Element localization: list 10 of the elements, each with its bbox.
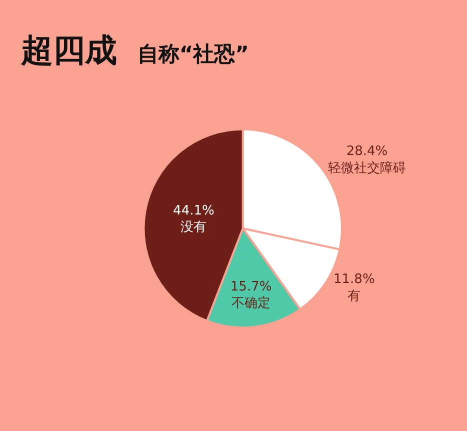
data-label: 15.7%	[230, 279, 272, 294]
data-label: 44.1%	[173, 203, 214, 218]
slice-label: 不确定	[232, 296, 271, 312]
data-label: 11.8%	[333, 272, 375, 288]
slice-label: 没有	[180, 220, 207, 236]
slice-label: 有	[348, 288, 361, 304]
data-label: 28.4%	[346, 144, 388, 159]
slice-label: 轻微社交障碍	[328, 160, 406, 176]
chart-subtitle: 自称“社恐”	[137, 42, 249, 66]
chart-title: 超四成	[20, 31, 118, 70]
